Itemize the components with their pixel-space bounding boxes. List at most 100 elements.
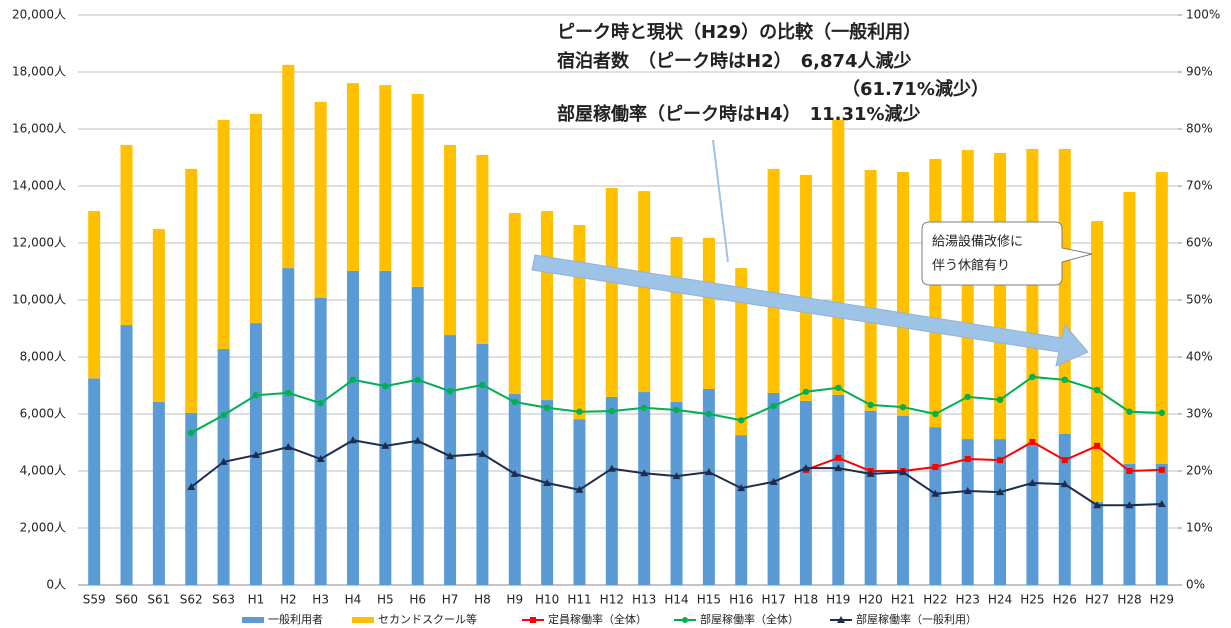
marker — [1060, 480, 1069, 488]
x-tick-label: H1 — [248, 593, 265, 607]
x-tick-label: H12 — [600, 593, 624, 607]
x-tick-label: H4 — [345, 593, 362, 607]
legend-label: 部屋稼働率（一般利用） — [856, 612, 977, 626]
marker — [1061, 457, 1068, 464]
bar — [411, 286, 424, 585]
marker — [1094, 442, 1101, 449]
legend-marker — [530, 617, 536, 623]
marker — [1028, 478, 1037, 486]
bar — [347, 83, 359, 271]
summary-line: （61.71%減少） — [842, 78, 989, 100]
bar — [832, 119, 845, 395]
y-tick-label: 0人 — [46, 578, 66, 592]
marker — [478, 449, 487, 457]
bar — [702, 237, 715, 389]
bar — [88, 378, 101, 585]
marker — [1126, 408, 1133, 415]
marker — [187, 482, 196, 490]
legend-swatch — [242, 617, 264, 623]
bar — [767, 392, 780, 585]
marker — [866, 469, 875, 477]
bar — [929, 427, 942, 585]
legend-swatch — [352, 617, 374, 623]
bar — [1155, 463, 1168, 585]
y-tick-label: 10,000人 — [12, 293, 66, 307]
summary: ピーク時と現状（H29）の比較（一般利用） 宿泊者数 （ピーク時はH2） 6,8… — [557, 21, 989, 125]
y-tick-label: 20,000人 — [12, 8, 66, 22]
marker — [316, 455, 325, 463]
bar — [929, 158, 942, 428]
bar — [508, 394, 521, 585]
legend-marker — [682, 617, 688, 623]
x-tick-label: H24 — [988, 593, 1012, 607]
x-tick-label: H5 — [377, 593, 394, 607]
bar — [476, 343, 489, 585]
bar — [670, 402, 683, 585]
x-tick-label: H26 — [1053, 593, 1077, 607]
bar — [347, 270, 359, 585]
marker — [964, 393, 971, 401]
x-tick-label: S62 — [180, 593, 203, 607]
marker — [672, 472, 681, 480]
bar — [670, 237, 683, 403]
bar — [864, 410, 877, 585]
bar — [411, 93, 424, 287]
bar — [314, 298, 327, 585]
marker — [381, 441, 390, 449]
y-tick-label: 4,000人 — [20, 464, 66, 478]
bar — [735, 435, 748, 585]
marker — [835, 384, 842, 391]
callout-text: 伴う休館有り — [932, 259, 1010, 274]
marker — [932, 410, 939, 418]
bar — [444, 144, 457, 336]
legend-label: 定員稼働率（全体） — [548, 612, 647, 626]
x-tick-label: S59 — [83, 593, 106, 607]
marker — [738, 417, 745, 424]
callout-text: 給湯設備改修に — [932, 234, 1023, 250]
x-tick-label: H13 — [632, 593, 656, 607]
y-tick-label: 14,000人 — [12, 179, 66, 193]
y2-tick-label: 50% — [1186, 293, 1213, 307]
bar — [120, 325, 133, 585]
bar — [541, 211, 554, 401]
x-tick-label: H22 — [923, 593, 947, 607]
marker — [543, 478, 552, 486]
bar — [444, 335, 457, 585]
x-tick-label: H17 — [761, 593, 785, 607]
bar — [702, 388, 715, 585]
marker — [1029, 438, 1036, 445]
y-tick-label: 8,000人 — [20, 350, 66, 364]
bar — [799, 400, 812, 585]
marker — [446, 388, 454, 395]
bar — [217, 119, 230, 350]
bar — [120, 144, 133, 326]
y-tick-label: 16,000人 — [12, 122, 66, 136]
marker — [1125, 501, 1134, 509]
bar — [638, 191, 651, 393]
marker — [188, 429, 195, 437]
marker — [867, 401, 874, 409]
marker — [931, 489, 940, 497]
marker — [996, 396, 1004, 403]
bar — [282, 268, 295, 585]
marker — [1061, 376, 1068, 383]
x-tick-label: H23 — [956, 593, 980, 607]
x-tick-label: H19 — [826, 593, 850, 607]
bar — [282, 64, 295, 269]
legend-label: セカンドスクール等 — [378, 612, 477, 626]
bar — [799, 174, 812, 401]
marker — [284, 443, 293, 451]
marker — [1126, 468, 1133, 474]
marker — [414, 376, 421, 383]
bar — [217, 349, 230, 585]
y2-tick-label: 60% — [1186, 236, 1213, 250]
bar — [88, 211, 101, 379]
legend-label: 部屋稼働率（全体） — [700, 612, 799, 626]
marker — [576, 408, 583, 415]
x-tick-label: H20 — [858, 593, 882, 607]
x-tick-label: H2 — [280, 593, 297, 607]
marker — [1157, 500, 1166, 508]
x-tick-label: H10 — [535, 593, 559, 607]
marker — [1158, 409, 1166, 417]
